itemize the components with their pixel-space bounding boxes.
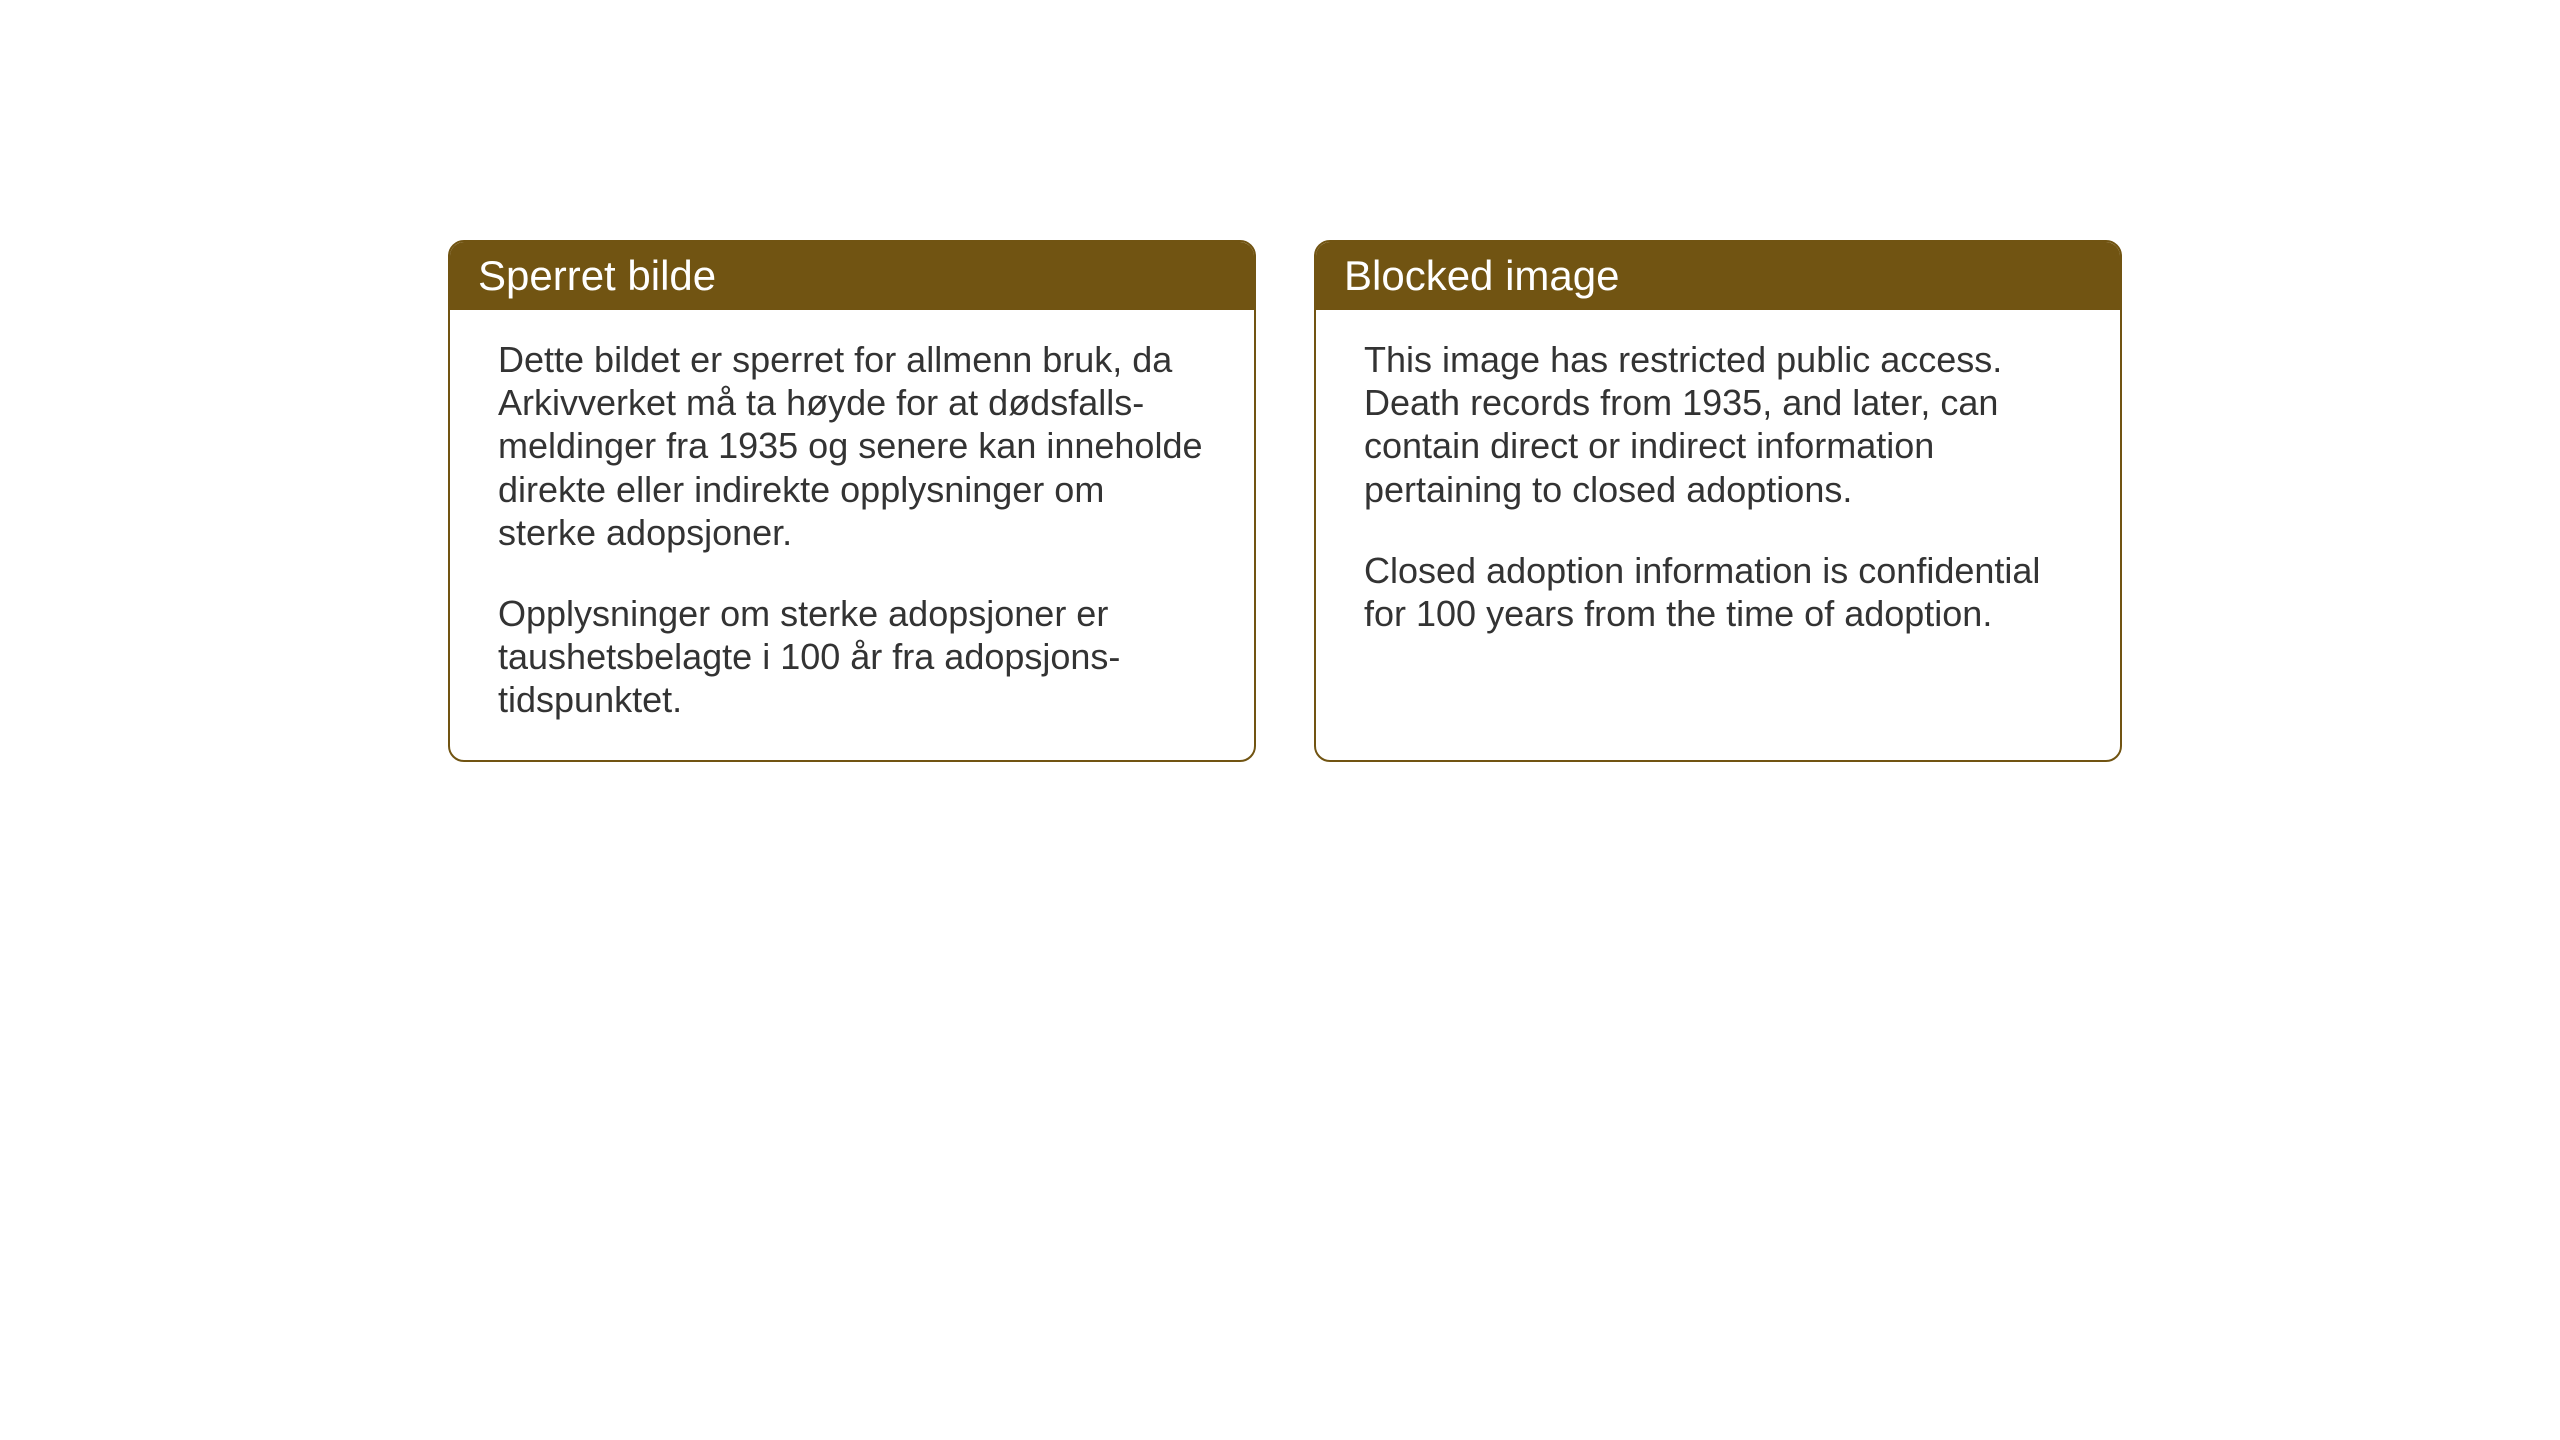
notice-card-norwegian: Sperret bilde Dette bildet er sperret fo… [448,240,1256,762]
card-body-norwegian: Dette bildet er sperret for allmenn bruk… [450,310,1254,760]
notice-paragraph: Closed adoption information is confident… [1364,549,2072,635]
notice-container: Sperret bilde Dette bildet er sperret fo… [448,240,2122,762]
card-title: Blocked image [1344,252,1619,299]
card-header-english: Blocked image [1316,242,2120,310]
card-header-norwegian: Sperret bilde [450,242,1254,310]
notice-paragraph: This image has restricted public access.… [1364,338,2072,511]
notice-paragraph: Opplysninger om sterke adopsjoner er tau… [498,592,1206,722]
card-body-english: This image has restricted public access.… [1316,310,2120,673]
notice-paragraph: Dette bildet er sperret for allmenn bruk… [498,338,1206,554]
card-title: Sperret bilde [478,252,716,299]
notice-card-english: Blocked image This image has restricted … [1314,240,2122,762]
